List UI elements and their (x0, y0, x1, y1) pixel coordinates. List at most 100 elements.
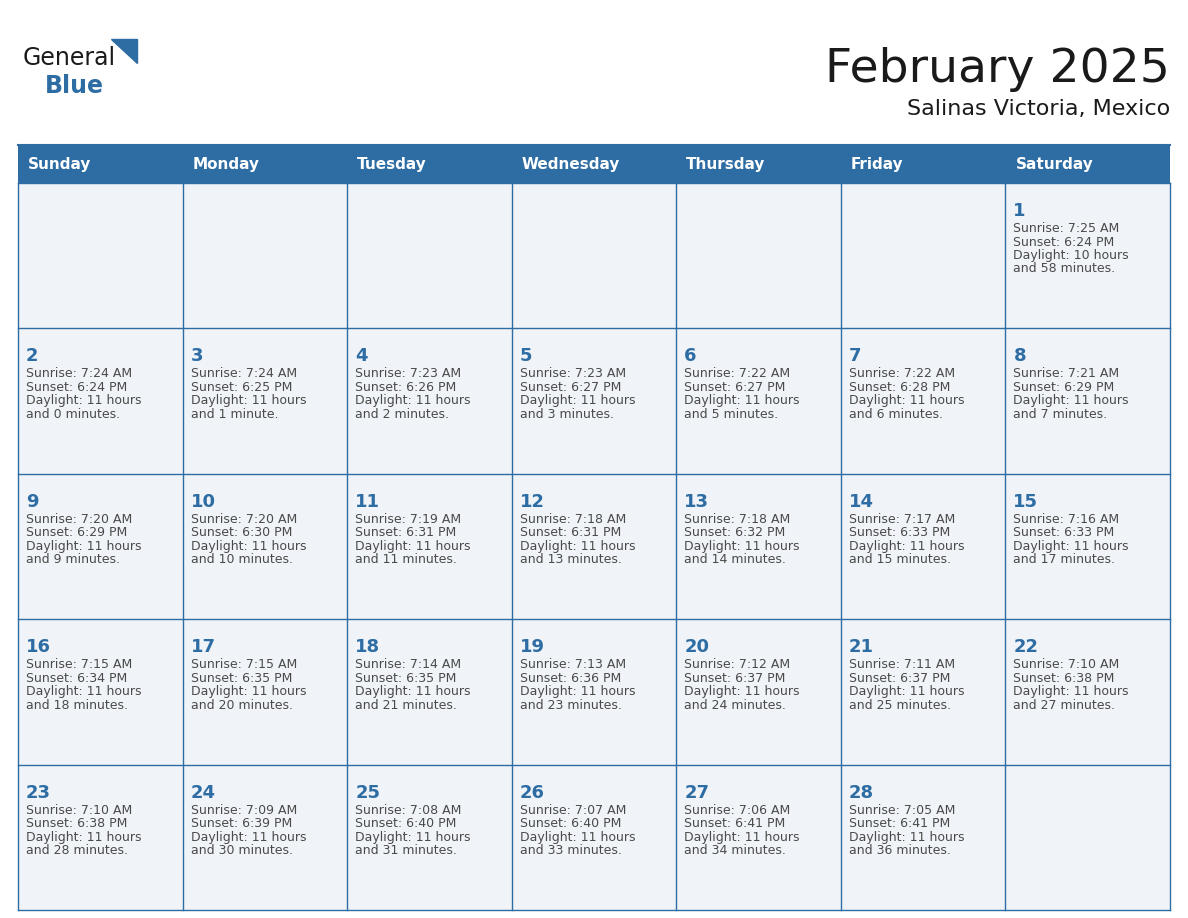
Bar (841, 765, 1005, 910)
Text: 22: 22 (1013, 638, 1038, 656)
Bar (183, 474, 347, 620)
Text: and 30 minutes.: and 30 minutes. (190, 844, 292, 857)
Text: and 17 minutes.: and 17 minutes. (1013, 554, 1116, 566)
Text: Saturday: Saturday (1016, 156, 1093, 172)
Text: Sunset: 6:31 PM: Sunset: 6:31 PM (519, 526, 621, 539)
Text: Sunset: 6:38 PM: Sunset: 6:38 PM (1013, 672, 1114, 685)
Text: Sunset: 6:33 PM: Sunset: 6:33 PM (849, 526, 950, 539)
Text: 3: 3 (190, 347, 203, 365)
Text: Sunset: 6:27 PM: Sunset: 6:27 PM (519, 381, 621, 394)
Text: Sunrise: 7:21 AM: Sunrise: 7:21 AM (1013, 367, 1119, 380)
Text: Sunset: 6:24 PM: Sunset: 6:24 PM (1013, 236, 1114, 249)
Bar (676, 183, 841, 329)
Text: 13: 13 (684, 493, 709, 510)
Text: Sunrise: 7:17 AM: Sunrise: 7:17 AM (849, 513, 955, 526)
Text: Daylight: 11 hours: Daylight: 11 hours (519, 540, 636, 553)
Text: Sunrise: 7:06 AM: Sunrise: 7:06 AM (684, 803, 790, 817)
Text: Blue: Blue (45, 74, 105, 98)
Text: Sunset: 6:41 PM: Sunset: 6:41 PM (684, 817, 785, 830)
Bar (18, 183, 183, 329)
Text: and 23 minutes.: and 23 minutes. (519, 699, 621, 711)
Text: Sunrise: 7:14 AM: Sunrise: 7:14 AM (355, 658, 461, 671)
Text: Daylight: 11 hours: Daylight: 11 hours (1013, 540, 1129, 553)
Text: Sunset: 6:30 PM: Sunset: 6:30 PM (190, 526, 292, 539)
Text: and 10 minutes.: and 10 minutes. (190, 554, 292, 566)
Text: Sunset: 6:27 PM: Sunset: 6:27 PM (684, 381, 785, 394)
Bar (347, 183, 512, 329)
Text: Tuesday: Tuesday (358, 156, 426, 172)
Text: 6: 6 (684, 347, 697, 365)
Text: Sunset: 6:40 PM: Sunset: 6:40 PM (355, 817, 456, 830)
Text: Daylight: 11 hours: Daylight: 11 hours (1013, 395, 1129, 408)
Bar (512, 765, 676, 910)
Text: 16: 16 (26, 638, 51, 656)
Text: and 13 minutes.: and 13 minutes. (519, 554, 621, 566)
Text: Daylight: 11 hours: Daylight: 11 hours (849, 395, 965, 408)
Text: Sunrise: 7:18 AM: Sunrise: 7:18 AM (519, 513, 626, 526)
Text: Sunset: 6:31 PM: Sunset: 6:31 PM (355, 526, 456, 539)
Text: Sunrise: 7:24 AM: Sunrise: 7:24 AM (190, 367, 297, 380)
Text: 15: 15 (1013, 493, 1038, 510)
Bar (1005, 183, 1170, 329)
Text: 18: 18 (355, 638, 380, 656)
Polygon shape (110, 39, 137, 63)
Bar (347, 329, 512, 474)
Text: Sunrise: 7:16 AM: Sunrise: 7:16 AM (1013, 513, 1119, 526)
Text: 8: 8 (1013, 347, 1026, 365)
Bar (512, 620, 676, 765)
Text: and 20 minutes.: and 20 minutes. (190, 699, 292, 711)
Bar (18, 620, 183, 765)
Text: Sunrise: 7:12 AM: Sunrise: 7:12 AM (684, 658, 790, 671)
Text: Sunrise: 7:07 AM: Sunrise: 7:07 AM (519, 803, 626, 817)
Text: 21: 21 (849, 638, 874, 656)
Bar (676, 620, 841, 765)
Text: Sunset: 6:38 PM: Sunset: 6:38 PM (26, 817, 127, 830)
Bar (841, 620, 1005, 765)
Text: 11: 11 (355, 493, 380, 510)
Text: Daylight: 11 hours: Daylight: 11 hours (684, 540, 800, 553)
Text: Sunrise: 7:19 AM: Sunrise: 7:19 AM (355, 513, 461, 526)
Text: Daylight: 11 hours: Daylight: 11 hours (190, 685, 307, 699)
Text: 28: 28 (849, 784, 874, 801)
Text: Sunrise: 7:22 AM: Sunrise: 7:22 AM (684, 367, 790, 380)
Text: Sunrise: 7:09 AM: Sunrise: 7:09 AM (190, 803, 297, 817)
Text: and 28 minutes.: and 28 minutes. (26, 844, 128, 857)
Bar (512, 183, 676, 329)
Text: 20: 20 (684, 638, 709, 656)
Text: and 58 minutes.: and 58 minutes. (1013, 263, 1116, 275)
Text: and 14 minutes.: and 14 minutes. (684, 554, 786, 566)
Text: Daylight: 11 hours: Daylight: 11 hours (355, 395, 470, 408)
Text: Sunset: 6:29 PM: Sunset: 6:29 PM (26, 526, 127, 539)
Text: 17: 17 (190, 638, 215, 656)
Text: and 36 minutes.: and 36 minutes. (849, 844, 950, 857)
Text: Sunrise: 7:24 AM: Sunrise: 7:24 AM (26, 367, 132, 380)
Bar (1005, 329, 1170, 474)
Bar (18, 474, 183, 620)
Text: Sunrise: 7:10 AM: Sunrise: 7:10 AM (1013, 658, 1119, 671)
Text: General: General (23, 46, 116, 70)
Text: Sunrise: 7:11 AM: Sunrise: 7:11 AM (849, 658, 955, 671)
Text: Friday: Friday (851, 156, 904, 172)
Text: and 3 minutes.: and 3 minutes. (519, 408, 614, 420)
Text: and 21 minutes.: and 21 minutes. (355, 699, 457, 711)
Text: 7: 7 (849, 347, 861, 365)
Text: Daylight: 11 hours: Daylight: 11 hours (519, 831, 636, 844)
Text: Daylight: 11 hours: Daylight: 11 hours (190, 540, 307, 553)
Text: Daylight: 11 hours: Daylight: 11 hours (849, 831, 965, 844)
Text: 1: 1 (1013, 202, 1026, 220)
Text: Sunset: 6:40 PM: Sunset: 6:40 PM (519, 817, 621, 830)
Bar (676, 765, 841, 910)
Text: 19: 19 (519, 638, 545, 656)
Text: Sunset: 6:25 PM: Sunset: 6:25 PM (190, 381, 292, 394)
Text: 10: 10 (190, 493, 215, 510)
Text: Sunset: 6:26 PM: Sunset: 6:26 PM (355, 381, 456, 394)
Text: Sunrise: 7:23 AM: Sunrise: 7:23 AM (355, 367, 461, 380)
Text: 5: 5 (519, 347, 532, 365)
Text: Sunrise: 7:05 AM: Sunrise: 7:05 AM (849, 803, 955, 817)
Text: Sunset: 6:29 PM: Sunset: 6:29 PM (1013, 381, 1114, 394)
Text: 23: 23 (26, 784, 51, 801)
Text: and 33 minutes.: and 33 minutes. (519, 844, 621, 857)
Text: Salinas Victoria, Mexico: Salinas Victoria, Mexico (906, 99, 1170, 119)
Bar (841, 329, 1005, 474)
Text: Sunrise: 7:22 AM: Sunrise: 7:22 AM (849, 367, 955, 380)
